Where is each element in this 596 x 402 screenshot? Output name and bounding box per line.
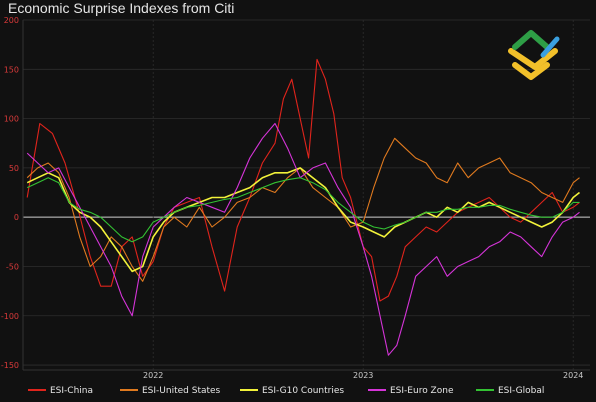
y-tick-label: 0 bbox=[14, 213, 19, 222]
x-tick-label: 2022 bbox=[143, 371, 163, 380]
x-tick-label: 2023 bbox=[353, 371, 373, 380]
grid bbox=[23, 19, 590, 370]
x-tick-label: 2024 bbox=[563, 371, 583, 380]
series-group bbox=[26, 58, 580, 356]
series-line-esi-united-states bbox=[26, 137, 580, 282]
series-line-esi-china bbox=[26, 58, 580, 302]
legend-label-esi-euro-zone: ESI-Euro Zone bbox=[390, 386, 454, 396]
series-line-esi-g10-countries bbox=[26, 167, 580, 273]
y-tick-label: -100 bbox=[1, 312, 19, 321]
series-line-esi-global bbox=[26, 177, 580, 243]
y-tick-label: 100 bbox=[4, 115, 19, 124]
legend-label-esi-g10-countries: ESI-G10 Countries bbox=[262, 386, 344, 396]
y-tick-label: -50 bbox=[6, 262, 19, 271]
legend: ESI-China ESI-United States ESI-G10 Countr… bbox=[28, 386, 544, 396]
legend-label-esi-china: ESI-China bbox=[50, 386, 93, 396]
y-tick-label: 200 bbox=[4, 16, 19, 25]
y-tick-label: 50 bbox=[9, 164, 19, 173]
y-tick-label: -150 bbox=[1, 361, 19, 370]
chart-title: Economic Surprise Indexes from Citi bbox=[8, 0, 235, 16]
logo-icon bbox=[508, 30, 560, 80]
legend-label-esi-united-states: ESI-United States bbox=[142, 386, 221, 396]
legend-label-esi-global: ESI-Global bbox=[498, 386, 544, 396]
series-line-esi-euro-zone bbox=[26, 122, 580, 356]
y-tick-label: 150 bbox=[4, 65, 19, 74]
